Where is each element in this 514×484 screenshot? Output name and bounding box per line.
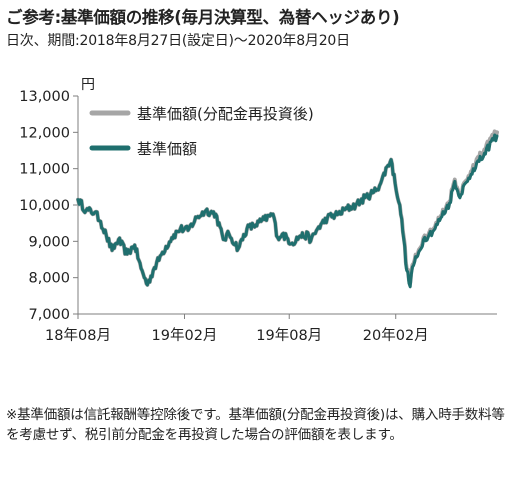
x-axis: 18年08月 19年02月 19年08月 20年02月 (45, 313, 497, 344)
legend-item-reinvested: 基準価額(分配金再投資後) (89, 105, 314, 123)
series-layer (76, 129, 499, 289)
y-axis-unit-label: 円 (81, 77, 95, 93)
legend-label: 基準価額 (137, 140, 197, 158)
y-tick-label: 10,000 (19, 198, 70, 214)
y-axis: 円 7,000 8,000 9,000 10,000 11,000 12,000 13,000 (19, 77, 95, 323)
legend-item-nav: 基準価額 (89, 140, 197, 158)
y-tick-label: 8,000 (28, 271, 70, 287)
y-tick-label: 12,000 (19, 125, 70, 141)
y-tick-label: 11,000 (19, 162, 70, 178)
x-tick-label: 19年02月 (152, 327, 218, 344)
nav-line-chart: 円 7,000 8,000 9,000 10,000 11,000 12,000 13,000… (19, 77, 499, 344)
x-tick-label: 20年02月 (363, 327, 429, 344)
y-tick-label: 7,000 (28, 307, 70, 323)
series-nav (76, 133, 499, 289)
page-title: ご参考:基準価額の推移(毎月決算型、為替ヘッジあり) (6, 8, 400, 27)
x-tick-label: 18年08月 (45, 327, 111, 344)
footnote: ※基準価額は信託報酬等控除後です。基準価額(分配金再投資後)は、購入時手数料等を… (6, 407, 505, 443)
y-tick-label: 13,000 (19, 89, 70, 105)
series-line-nav (76, 133, 499, 289)
legend-label: 基準価額(分配金再投資後) (137, 105, 314, 123)
x-tick-label: 19年08月 (256, 327, 322, 344)
page-subtitle: 日次、期間:2018年8月27日(設定日)〜2020年8月20日 (6, 33, 350, 49)
y-tick-label: 9,000 (28, 234, 70, 250)
legend: 基準価額(分配金再投資後) 基準価額 (89, 105, 314, 158)
